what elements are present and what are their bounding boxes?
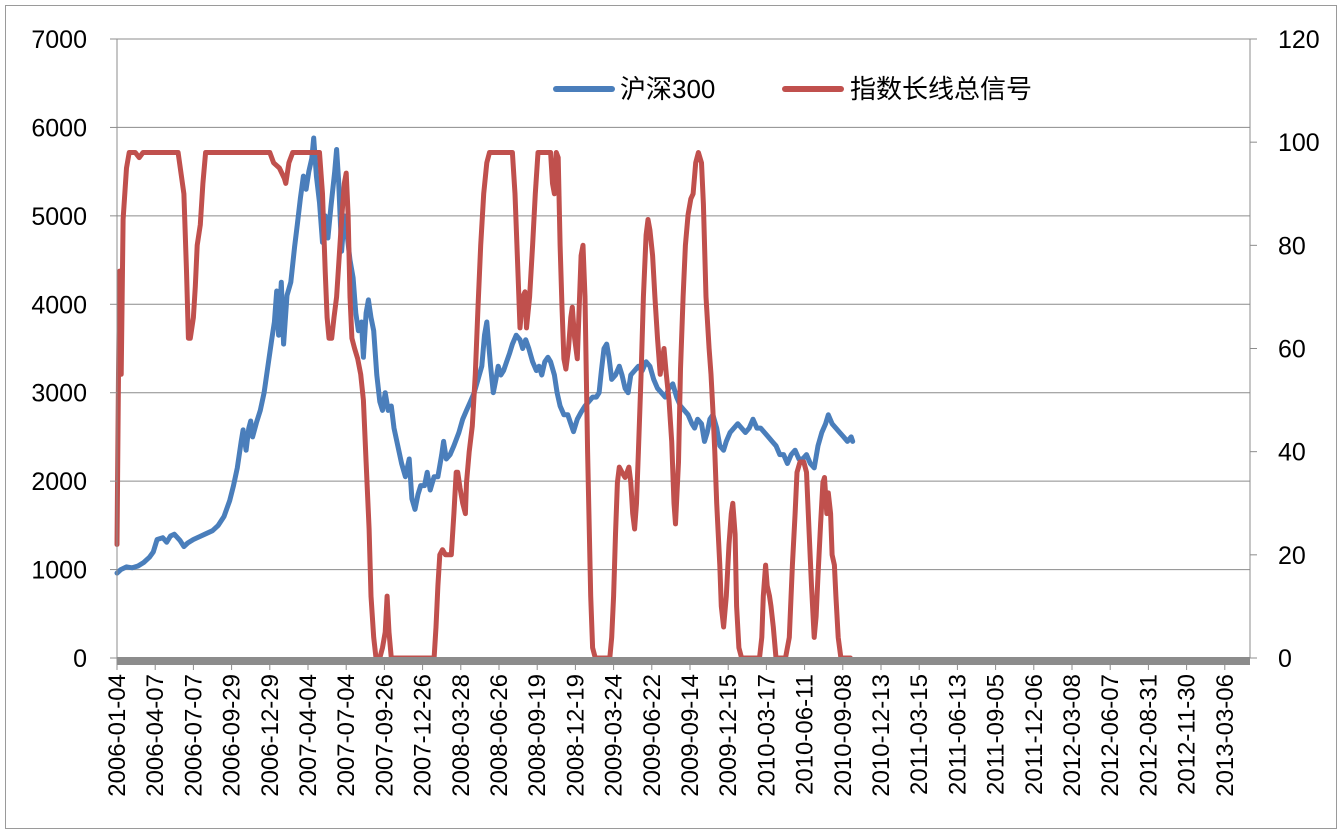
x-axis-tick-label: 2008-12-19 (562, 674, 589, 797)
x-axis-band (117, 657, 1250, 665)
right-axis-tick-label: 0 (1278, 645, 1292, 673)
x-axis-tick-label: 2007-07-04 (333, 674, 360, 797)
left-axis-ticks: 0 1000 2000 3000 4000 5000 6000 7000 (31, 26, 87, 673)
x-axis-tick-label: 2009-06-22 (639, 674, 666, 797)
x-axis-tick-label: 2008-09-19 (524, 674, 551, 797)
x-axis-tick-label: 2008-06-26 (486, 674, 513, 797)
axes (110, 38, 1257, 670)
x-axis-ticks: 2006-01-04 2006-04-07 2006-07-07 2006-09-29… (104, 674, 1239, 797)
right-axis-tick-label: 120 (1278, 26, 1320, 54)
legend-label: 指数长线总信号 (850, 74, 1032, 104)
x-axis-tick-label: 2008-03-28 (448, 674, 475, 797)
right-axis-tick-label: 20 (1278, 542, 1306, 570)
x-axis-tick-label: 2011-12-06 (1021, 674, 1048, 795)
right-axis-tick-label: 40 (1278, 439, 1306, 467)
x-axis-tick-label: 2006-09-29 (219, 674, 246, 797)
x-axis-tick-label: 2006-01-04 (104, 674, 131, 797)
left-axis-tick-label: 6000 (31, 114, 87, 142)
left-axis-tick-label: 1000 (31, 557, 87, 585)
left-axis-tick-label: 2000 (31, 468, 87, 496)
x-axis-tick-label: 2007-04-04 (295, 674, 322, 797)
left-axis-tick-label: 0 (73, 645, 87, 673)
left-axis-tick-label: 4000 (31, 291, 87, 319)
x-axis-tick-label: 2006-12-29 (257, 674, 284, 797)
x-axis-tick-label: 2009-03-24 (601, 674, 628, 797)
right-axis-tick-label: 100 (1278, 129, 1320, 157)
signal-series-line (114, 150, 853, 661)
x-axis-tick-label: 2007-09-26 (371, 674, 398, 797)
x-axis-tick-label: 2012-11-30 (1174, 674, 1201, 795)
gridlines (117, 38, 1250, 571)
x-axis-tick-label: 2010-09-08 (830, 674, 857, 797)
x-axis-tick-label: 2013-03-06 (1212, 674, 1239, 797)
chart-frame (5, 5, 1337, 829)
x-axis-tick-label: 2011-03-15 (906, 674, 933, 795)
x-axis-tick-label: 2012-06-07 (1097, 674, 1124, 797)
x-axis-tick-label: 2012-08-31 (1135, 674, 1162, 797)
right-axis-tick-label: 80 (1278, 232, 1306, 260)
right-axis-ticks: 0 20 40 60 80 100 120 (1278, 26, 1320, 673)
x-axis-tick-label: 2009-12-15 (715, 674, 742, 797)
x-axis-tick-label: 2007-12-26 (410, 674, 437, 797)
x-axis-tick-label: 2010-12-13 (868, 674, 895, 797)
x-axis-tick-label: 2006-04-07 (142, 674, 169, 797)
legend: 沪深300 指数长线总信号 (553, 74, 1032, 104)
csi300-series-line (114, 135, 856, 576)
x-axis-tick-label: 2010-06-11 (792, 674, 819, 795)
x-axis-tick-label: 2011-09-05 (983, 674, 1010, 795)
left-axis-tick-label: 3000 (31, 380, 87, 408)
legend-label: 沪深300 (620, 74, 715, 104)
right-axis-tick-label: 60 (1278, 336, 1306, 364)
x-axis-tick-label: 2012-03-08 (1059, 674, 1086, 797)
x-axis-tick-label: 2009-09-14 (677, 674, 704, 797)
x-axis-tick-label: 2011-06-13 (944, 674, 971, 795)
left-axis-tick-label: 7000 (31, 26, 87, 54)
left-axis-tick-label: 5000 (31, 203, 87, 231)
x-axis-tick-label: 2010-03-17 (753, 674, 780, 797)
series-lines (114, 135, 856, 661)
x-axis-tick-label: 2006-07-07 (180, 674, 207, 797)
